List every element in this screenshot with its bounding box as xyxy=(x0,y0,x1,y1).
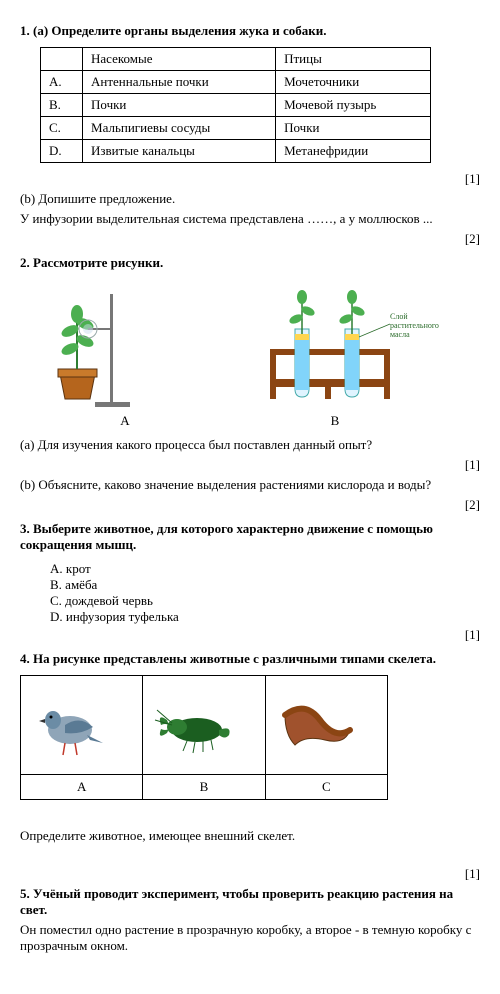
q1-r1c0: B. xyxy=(41,94,83,117)
q2a-score: [1] xyxy=(20,457,480,473)
q3-opt-c: C. дождевой червь xyxy=(50,593,480,609)
oil-label-1: Слой xyxy=(390,312,408,321)
q1-title: 1. (а) Определите органы выделения жука … xyxy=(20,23,480,39)
q1-r1c1: Почки xyxy=(83,94,276,117)
q5-title: 5. Учёный проводит эксперимент, чтобы пр… xyxy=(20,886,480,918)
q3-opt-a: A. крот xyxy=(50,561,480,577)
crayfish-icon xyxy=(147,685,237,765)
q4-score: [1] xyxy=(20,866,480,882)
q1-r2c0: C. xyxy=(41,117,83,140)
q4-img-a xyxy=(21,676,143,775)
test-tubes-icon: Слой растительного масла xyxy=(240,279,440,409)
q1-r3c0: D. xyxy=(41,140,83,163)
q2-fig-a xyxy=(40,279,200,409)
q2a: (a) Для изучения какого процесса был пос… xyxy=(20,437,480,453)
q4-label-b: B xyxy=(143,775,265,800)
q1b-label: (b) Допишите предложение. xyxy=(20,191,480,207)
q4-label-a: A xyxy=(21,775,143,800)
q2-figures: Слой растительного масла xyxy=(40,279,480,409)
q1-h2: Птицы xyxy=(276,48,431,71)
q1a-score: [1] xyxy=(20,171,480,187)
q1-r3c1: Извитые канальцы xyxy=(83,140,276,163)
q4-img-b xyxy=(143,676,265,775)
q1-table: Насекомые Птицы A.Антеннальные почкиМоче… xyxy=(40,47,431,163)
q1-r3c2: Метанефридии xyxy=(276,140,431,163)
earthworm-icon xyxy=(270,685,360,765)
q4-table: A B C xyxy=(20,675,388,800)
q1b-score: [2] xyxy=(20,231,480,247)
q3-opt-d: D. инфузория туфелька xyxy=(50,609,480,625)
q4-question: Определите животное, имеющее внешний ске… xyxy=(20,828,480,844)
q2-label-b: B xyxy=(250,413,420,429)
q2-title: 2. Рассмотрите рисунки. xyxy=(20,255,480,271)
q2b: (b) Объясните, каково значение выделения… xyxy=(20,477,480,493)
q1-r1c2: Мочевой пузырь xyxy=(276,94,431,117)
q3-title: 3. Выберите животное, для которого харак… xyxy=(20,521,480,553)
q3-score: [1] xyxy=(20,627,480,643)
plant-pot-icon xyxy=(40,279,200,409)
oil-label-2: растительного xyxy=(390,321,439,330)
q4-title: 4. На рисунке представлены животные с ра… xyxy=(20,651,480,667)
q1-r0c1: Антеннальные почки xyxy=(83,71,276,94)
oil-label-3: масла xyxy=(390,330,410,339)
q4-label-c: C xyxy=(265,775,387,800)
q1-h1: Насекомые xyxy=(83,48,276,71)
q1-r0c2: Мочеточники xyxy=(276,71,431,94)
pigeon-icon xyxy=(25,685,115,765)
q4-img-c xyxy=(265,676,387,775)
q2-fig-b: Слой растительного масла xyxy=(240,279,440,409)
q5-text: Он поместил одно растение в прозрачную к… xyxy=(20,922,480,954)
q1-r2c1: Мальпигиевы сосуды xyxy=(83,117,276,140)
q1-r2c2: Почки xyxy=(276,117,431,140)
q1b-text: У инфузории выделительная система предст… xyxy=(20,211,480,227)
q3-opt-b: B. амёба xyxy=(50,577,480,593)
q1-h0 xyxy=(41,48,83,71)
q2b-score: [2] xyxy=(20,497,480,513)
q1-r0c0: A. xyxy=(41,71,83,94)
q2-label-a: A xyxy=(40,413,210,429)
